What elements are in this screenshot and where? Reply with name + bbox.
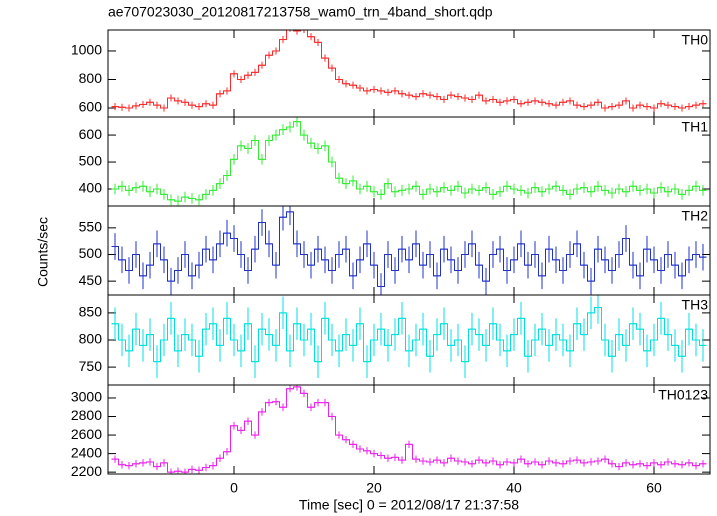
y-tick-label: 550 bbox=[79, 219, 103, 235]
panel-label: TH1 bbox=[682, 119, 709, 135]
x-tick-label: 20 bbox=[366, 480, 382, 496]
y-tick-label: 2600 bbox=[71, 426, 102, 442]
step-outline bbox=[111, 386, 707, 473]
y-tick-label: 600 bbox=[79, 126, 103, 142]
series bbox=[111, 117, 707, 206]
y-tick-label: 850 bbox=[79, 304, 103, 320]
y-tick-label: 2200 bbox=[71, 463, 102, 479]
y-axis-label: Counts/sec bbox=[35, 217, 51, 287]
x-tick-label: 60 bbox=[646, 480, 662, 496]
y-tick-label: 3000 bbox=[71, 389, 102, 405]
panel-frame bbox=[107, 29, 711, 118]
chart-title: ae707023030_20120817213758_wam0_trn_4ban… bbox=[108, 4, 493, 20]
x-tick-label: 0 bbox=[230, 480, 238, 496]
panel-label: TH0123 bbox=[658, 387, 708, 403]
y-tick-label: 750 bbox=[79, 358, 103, 374]
y-tick-label: 600 bbox=[79, 99, 103, 115]
y-tick-label: 400 bbox=[79, 180, 103, 196]
panel-frame bbox=[107, 384, 711, 475]
y-tick-label: 1000 bbox=[71, 42, 102, 58]
y-tick-label: 800 bbox=[79, 70, 103, 86]
series bbox=[111, 295, 707, 378]
panel-label: TH2 bbox=[682, 208, 709, 224]
y-tick-label: 2400 bbox=[71, 444, 102, 460]
y-tick-label: 500 bbox=[79, 153, 103, 169]
x-axis-label: Time [sec] 0 = 2012/08/17 21:37:58 bbox=[299, 497, 519, 513]
panel-label: TH3 bbox=[682, 297, 709, 313]
series bbox=[111, 385, 707, 474]
series bbox=[111, 30, 707, 112]
y-tick-label: 450 bbox=[79, 272, 103, 288]
x-tick-label: 40 bbox=[506, 480, 522, 496]
y-tick-label: 500 bbox=[79, 245, 103, 261]
y-tick-label: 2800 bbox=[71, 407, 102, 423]
y-tick-label: 800 bbox=[79, 331, 103, 347]
panel-label: TH0 bbox=[682, 32, 709, 48]
series bbox=[111, 206, 707, 295]
